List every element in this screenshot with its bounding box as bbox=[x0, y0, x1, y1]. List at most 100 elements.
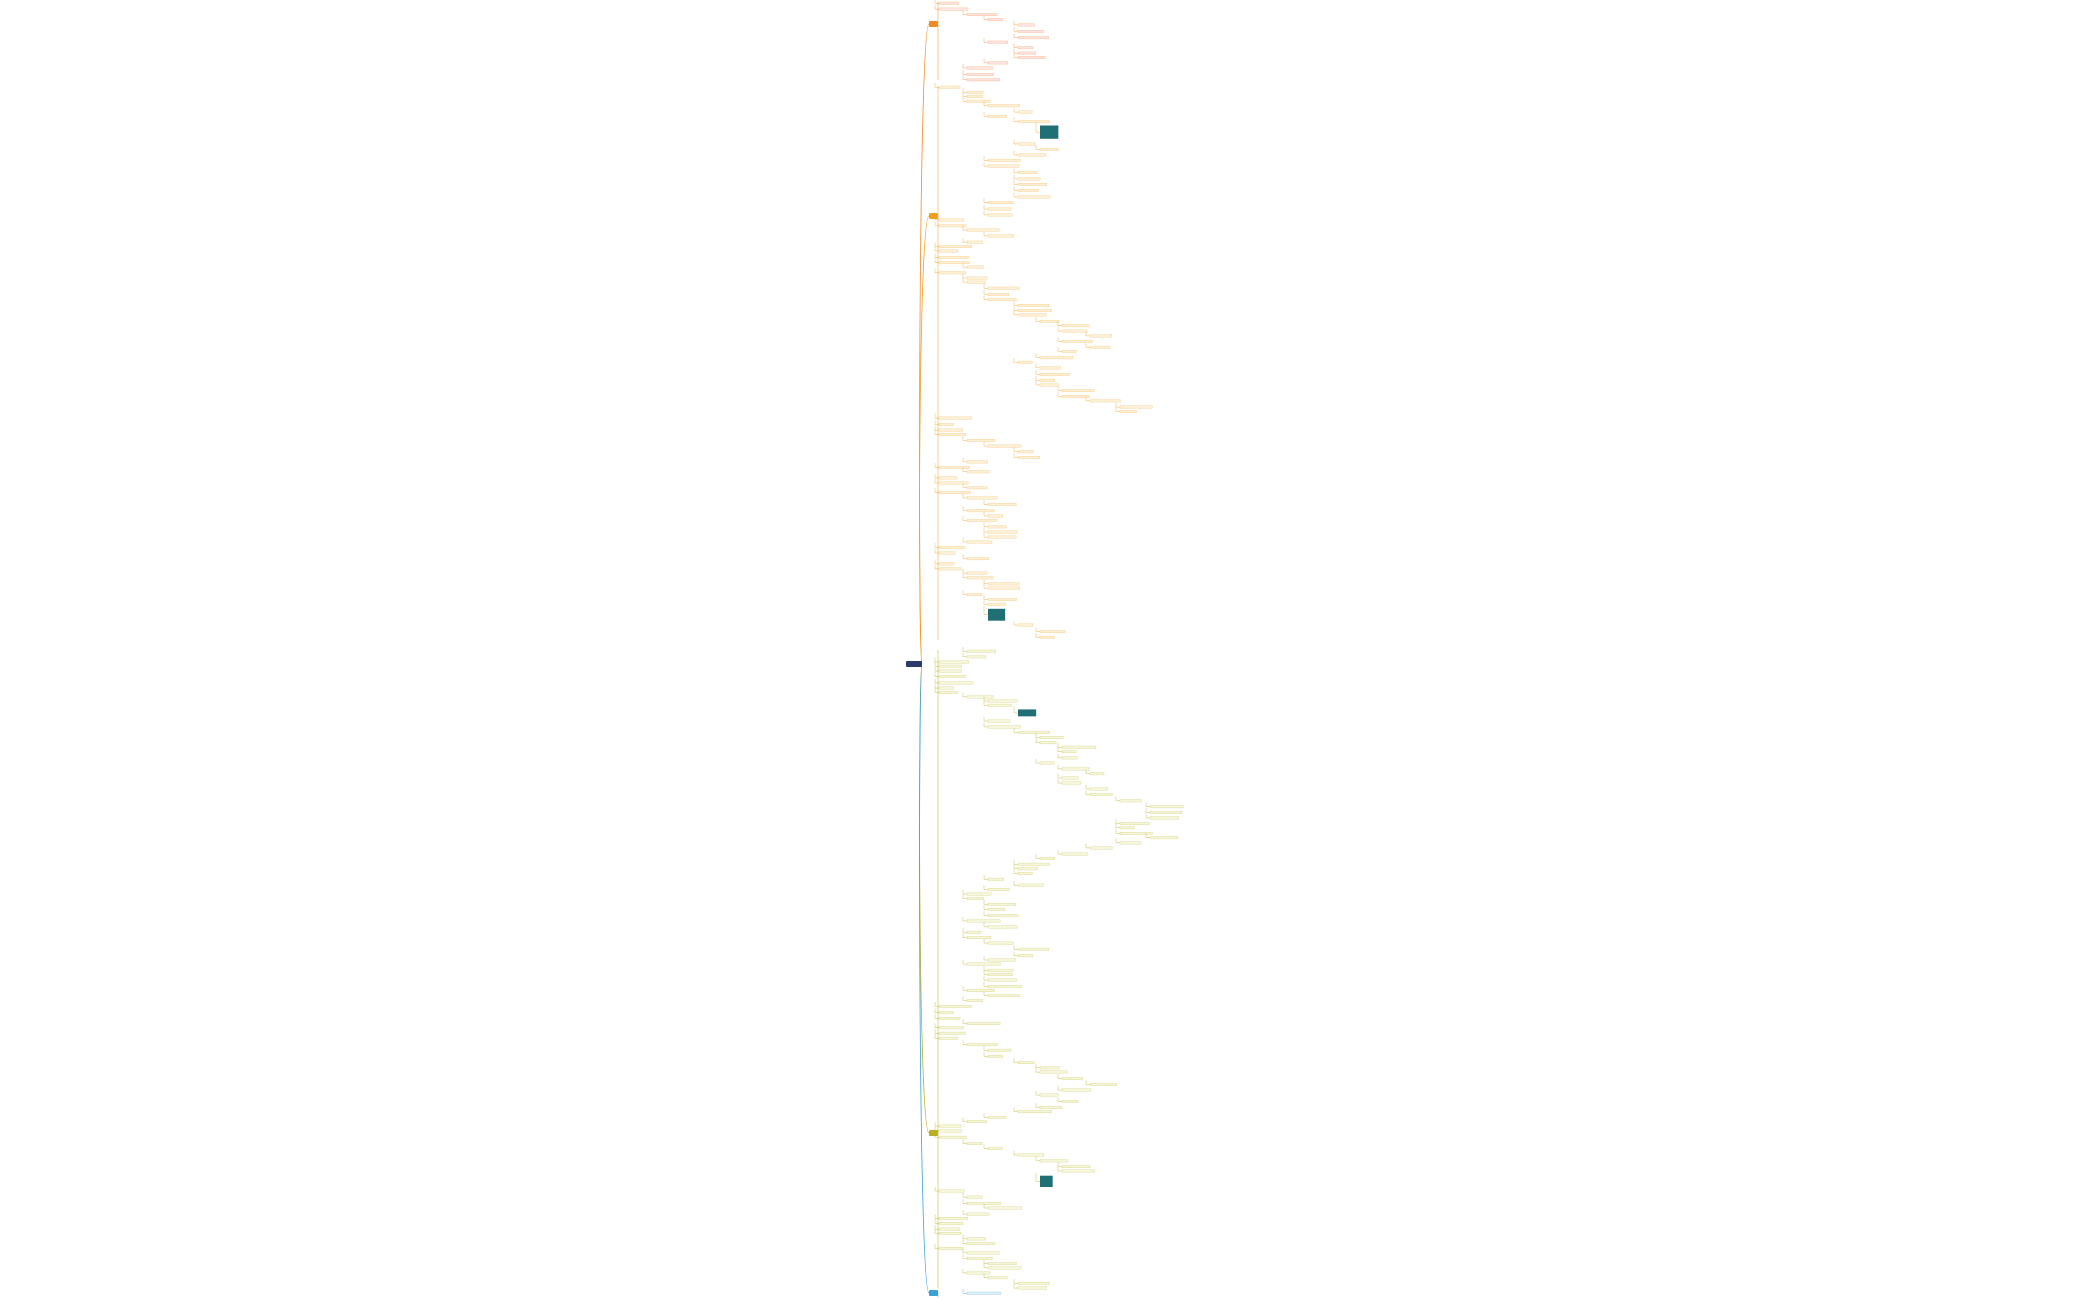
node bbox=[1039, 356, 1074, 360]
node bbox=[1017, 883, 1044, 887]
node bbox=[1119, 799, 1142, 803]
node bbox=[987, 292, 1010, 296]
node bbox=[1149, 836, 1179, 840]
node bbox=[966, 228, 1000, 232]
node bbox=[1017, 29, 1044, 33]
node bbox=[1119, 832, 1153, 835]
node bbox=[987, 1266, 1022, 1270]
node bbox=[1017, 862, 1050, 866]
node bbox=[987, 1048, 1012, 1052]
node bbox=[966, 1120, 987, 1124]
branch-connector bbox=[919, 215, 930, 665]
node bbox=[1017, 188, 1039, 192]
node bbox=[1039, 761, 1055, 765]
node bbox=[938, 546, 965, 549]
node bbox=[1061, 756, 1078, 760]
node bbox=[1039, 366, 1061, 370]
node bbox=[938, 1017, 961, 1020]
node bbox=[938, 1129, 962, 1133]
node bbox=[1061, 324, 1089, 328]
node bbox=[1017, 56, 1046, 59]
node bbox=[1017, 36, 1049, 40]
node bbox=[938, 1004, 972, 1008]
node bbox=[987, 908, 1006, 911]
node bbox=[987, 61, 1008, 65]
node bbox=[1017, 171, 1038, 174]
branch-connector bbox=[919, 663, 930, 1294]
node bbox=[1039, 1070, 1068, 1074]
node bbox=[966, 1043, 998, 1047]
node bbox=[938, 481, 969, 485]
node bbox=[987, 201, 1014, 204]
node bbox=[1017, 110, 1033, 114]
node bbox=[966, 989, 995, 992]
node bbox=[1061, 340, 1093, 343]
node bbox=[987, 699, 1018, 703]
node bbox=[1061, 767, 1090, 771]
node bbox=[1039, 635, 1055, 639]
node bbox=[966, 962, 1001, 966]
node bbox=[938, 245, 973, 248]
node bbox=[938, 686, 954, 690]
node bbox=[966, 99, 991, 103]
node bbox=[1017, 177, 1041, 181]
node bbox=[987, 104, 1020, 108]
node bbox=[1017, 867, 1038, 871]
node bbox=[987, 115, 1007, 118]
node bbox=[938, 1217, 968, 1220]
node bbox=[1089, 846, 1113, 850]
node bbox=[1039, 736, 1064, 739]
node bbox=[1039, 148, 1059, 151]
node bbox=[1017, 313, 1047, 317]
node bbox=[1061, 329, 1088, 333]
node bbox=[987, 1262, 1017, 1265]
node bbox=[1149, 811, 1182, 814]
node bbox=[1017, 120, 1050, 124]
node bbox=[966, 936, 992, 939]
branch-node bbox=[929, 213, 938, 219]
node bbox=[1061, 1169, 1095, 1173]
node bbox=[1017, 309, 1052, 312]
node bbox=[987, 286, 1020, 290]
node bbox=[938, 1247, 964, 1250]
node bbox=[1017, 1281, 1050, 1285]
node bbox=[1119, 841, 1142, 845]
node bbox=[1089, 345, 1111, 349]
node bbox=[966, 540, 993, 544]
node bbox=[987, 1054, 1003, 1058]
node bbox=[1061, 781, 1082, 785]
node bbox=[1017, 46, 1034, 50]
node bbox=[938, 664, 962, 668]
node bbox=[1017, 731, 1050, 734]
node bbox=[1149, 805, 1184, 809]
node bbox=[966, 1251, 1000, 1255]
node bbox=[966, 66, 994, 70]
node bbox=[938, 256, 969, 259]
node bbox=[966, 655, 986, 659]
node bbox=[1061, 750, 1077, 754]
node bbox=[938, 669, 962, 673]
node bbox=[1089, 334, 1113, 338]
node bbox=[966, 1022, 1001, 1025]
node bbox=[987, 1206, 1022, 1210]
node bbox=[987, 18, 1004, 22]
node bbox=[966, 90, 984, 94]
node bbox=[938, 1189, 965, 1193]
node bbox=[1017, 153, 1047, 157]
node bbox=[1061, 1077, 1083, 1080]
node bbox=[966, 509, 995, 513]
node bbox=[1061, 1088, 1091, 1092]
node bbox=[987, 1276, 1008, 1280]
node bbox=[966, 460, 988, 464]
node bbox=[987, 586, 1020, 590]
node bbox=[966, 1237, 986, 1241]
image-node bbox=[988, 608, 1006, 621]
root-node bbox=[906, 661, 922, 667]
node bbox=[966, 95, 983, 98]
node bbox=[987, 888, 1010, 891]
node bbox=[1017, 623, 1034, 627]
node bbox=[987, 1115, 1007, 1119]
node bbox=[938, 218, 964, 222]
